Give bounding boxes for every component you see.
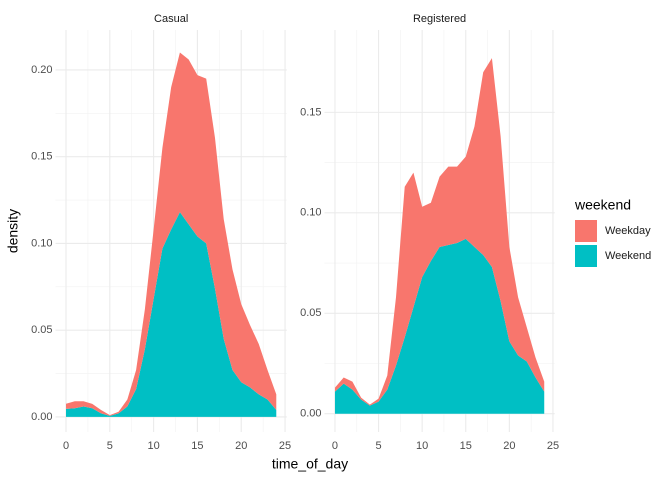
legend-key <box>575 220 597 242</box>
x-tick-label: 10 <box>416 440 428 452</box>
density-area <box>334 58 545 406</box>
y-tick-label: 0.15 <box>31 151 52 163</box>
x-tick-label: 5 <box>375 440 381 452</box>
x-tick-label: 5 <box>107 440 113 452</box>
y-tick-label: 0.10 <box>300 207 321 219</box>
x-tick-label: 0 <box>332 440 338 452</box>
x-tick-label: 20 <box>235 440 247 452</box>
x-tick-label: 10 <box>148 440 160 452</box>
x-tick-label: 15 <box>191 440 203 452</box>
legend-label: Weekday <box>605 225 651 237</box>
x-tick-label: 20 <box>503 440 515 452</box>
density-area <box>334 238 545 414</box>
facet-title: Casual <box>154 13 188 25</box>
y-axis-title: density <box>5 209 21 253</box>
y-tick-label: 0.00 <box>300 408 321 420</box>
x-tick-label: 0 <box>63 440 69 452</box>
legend-label: Weekend <box>605 250 651 262</box>
x-tick-label: 25 <box>547 440 559 452</box>
y-tick-label: 0.05 <box>31 324 52 336</box>
density-area <box>66 52 277 416</box>
y-tick-label: 0.00 <box>31 411 52 423</box>
x-tick-label: 25 <box>279 440 291 452</box>
x-axis-title: time_of_day <box>272 456 348 472</box>
legend-key <box>575 245 597 267</box>
facet-title: Registered <box>413 13 466 25</box>
y-tick-label: 0.10 <box>31 237 52 249</box>
y-tick-label: 0.15 <box>300 106 321 118</box>
y-tick-label: 0.20 <box>31 64 52 76</box>
density-area <box>66 212 277 417</box>
y-tick-label: 0.05 <box>300 307 321 319</box>
legend-title: weekend <box>574 197 631 213</box>
x-tick-label: 15 <box>460 440 472 452</box>
